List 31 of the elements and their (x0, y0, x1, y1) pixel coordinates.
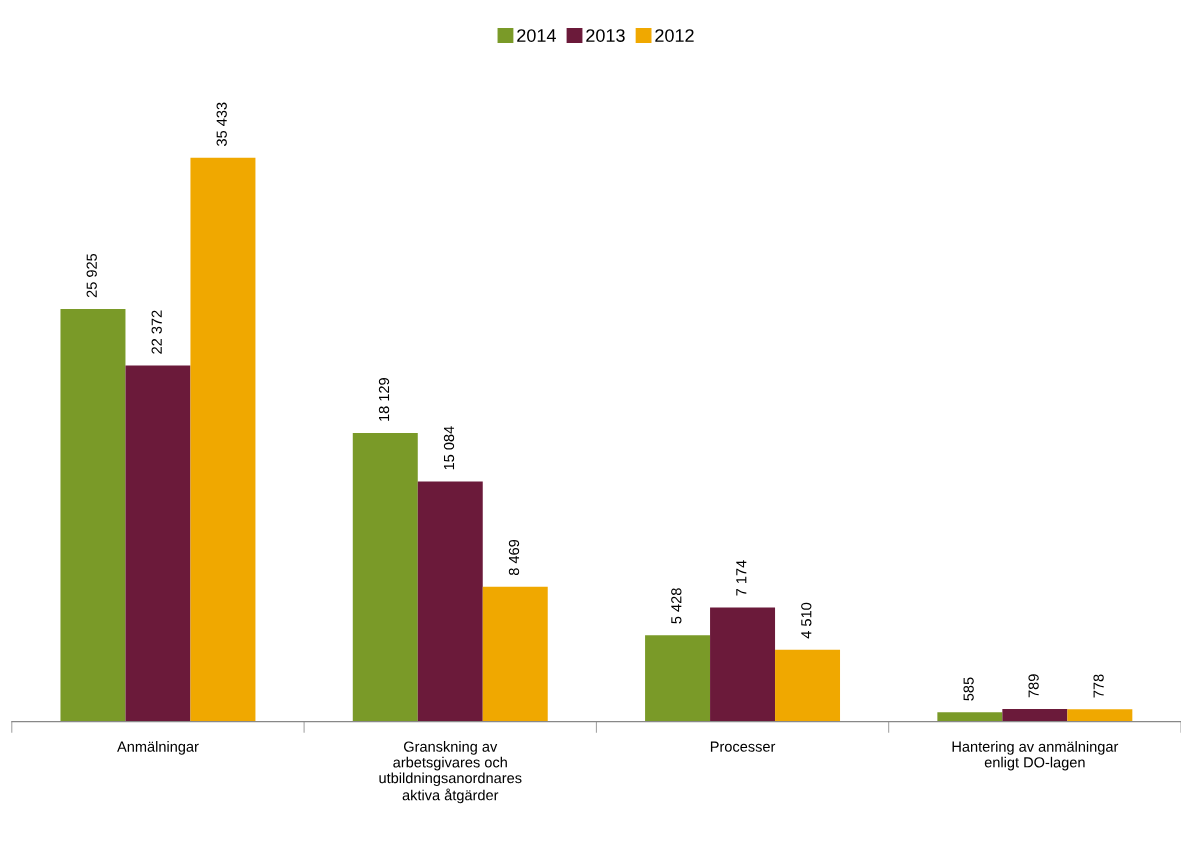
x-tick-label: Anmälningar (117, 741, 199, 755)
data-label: 35 433 (216, 102, 227, 146)
bar (1067, 709, 1133, 722)
bar (775, 649, 841, 722)
data-label: 789 (1028, 674, 1039, 698)
data-label: 585 (963, 677, 974, 701)
x-tick-label: Hantering av anmälningar enligt DO-lagen (952, 741, 1119, 771)
bar (482, 586, 548, 722)
data-label: 778 (1093, 674, 1104, 698)
data-label: 18 129 (378, 378, 390, 421)
bar (645, 635, 711, 722)
data-label: 5 428 (671, 588, 682, 624)
legend-label: 2013 (586, 29, 625, 42)
bar (710, 607, 776, 722)
data-label: 25 925 (86, 253, 97, 298)
bar (1002, 709, 1068, 722)
bar (190, 157, 256, 722)
bar (125, 365, 191, 722)
data-label: 15 084 (443, 426, 455, 470)
bar (352, 433, 418, 722)
x-tick-label: Granskning av arbetsgivares och utbildningsanordnares aktiva åtgärder (379, 741, 522, 804)
data-label: 4 510 (801, 602, 812, 639)
data-label: 8 469 (508, 539, 520, 576)
data-label: 7 174 (736, 560, 747, 596)
bar (937, 712, 1003, 722)
bar (417, 481, 483, 722)
bar (60, 308, 126, 722)
legend-label: 2012 (655, 29, 694, 42)
x-tick-label: Processer (710, 741, 776, 752)
data-label: 22 372 (151, 310, 162, 354)
legend-label: 2014 (517, 29, 556, 42)
